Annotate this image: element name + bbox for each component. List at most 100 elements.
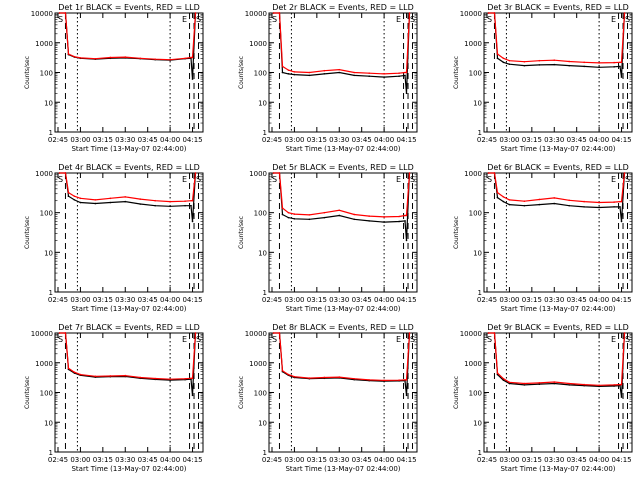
- x-tick-label: 04:15: [182, 296, 202, 304]
- series-events: [59, 12, 197, 80]
- data-point: [368, 215, 370, 217]
- x-axis-label: Start Time (13-May-07 02:44:00): [285, 465, 400, 473]
- y-tick-label: 1000: [249, 360, 267, 368]
- data-point: [623, 172, 626, 174]
- data-point: [493, 172, 496, 174]
- data-point: [383, 379, 385, 382]
- marker-S: S: [625, 175, 630, 184]
- data-point: [620, 61, 623, 64]
- x-tick-label: 04:00: [160, 456, 180, 464]
- series-events: [273, 172, 411, 241]
- y-tick-label: 10000: [31, 330, 53, 338]
- marker-E: E: [611, 15, 616, 24]
- series-lld: [59, 332, 197, 380]
- x-tick-label: 04:15: [182, 456, 202, 464]
- data-point: [368, 220, 370, 222]
- data-point: [272, 332, 275, 334]
- y-tick-label: 10000: [245, 10, 267, 18]
- data-point: [323, 216, 326, 219]
- panel-6: Det 6r BLACK = Events, RED = LLD 1 10 100 10…: [453, 163, 633, 313]
- series-events: [488, 332, 626, 398]
- data-point: [523, 60, 526, 63]
- x-tick-label: 03:45: [352, 456, 372, 464]
- data-point: [169, 58, 171, 61]
- data-point: [73, 195, 76, 198]
- x-axis-label: Start Time (13-May-07 02:44:00): [500, 305, 615, 313]
- data-point: [190, 204, 192, 207]
- marker-E: E: [182, 335, 187, 344]
- y-tick-label: 10: [44, 99, 53, 107]
- data-point: [353, 213, 356, 216]
- data-point: [368, 379, 370, 381]
- data-point: [508, 381, 511, 384]
- data-point: [308, 71, 311, 74]
- y-tick-label: 10: [44, 419, 53, 427]
- data-point: [598, 385, 600, 388]
- x-tick-label: 03:30: [115, 456, 135, 464]
- data-point: [598, 62, 600, 64]
- data-point: [79, 197, 82, 200]
- data-point: [272, 12, 275, 14]
- data-point: [538, 203, 541, 206]
- data-point: [487, 332, 490, 334]
- data-point: [568, 64, 571, 67]
- data-point: [308, 74, 311, 77]
- data-point: [287, 73, 290, 75]
- data-point: [523, 64, 526, 67]
- y-tick-label: 100: [254, 210, 267, 218]
- x-tick-label: 03:00: [499, 296, 519, 304]
- data-point: [598, 201, 600, 204]
- panel-5: Det 5r BLACK = Events, RED = LLD 1 10 100 10…: [238, 163, 418, 313]
- data-point: [404, 214, 406, 217]
- panel-title: Det 9r BLACK = Events, RED = LLD: [487, 323, 629, 332]
- data-point: [383, 221, 385, 223]
- data-point: [109, 56, 112, 59]
- data-point: [405, 394, 408, 397]
- data-point: [502, 61, 505, 64]
- series-lld: [488, 172, 626, 204]
- x-tick-label: 03:30: [544, 456, 564, 464]
- y-tick-label: 1000: [35, 40, 53, 48]
- x-axis-label: Start Time (13-May-07 02:44:00): [71, 145, 186, 153]
- data-point: [496, 53, 499, 55]
- data-point: [619, 61, 621, 64]
- data-point: [194, 332, 197, 334]
- x-tick-label: 02:45: [477, 136, 497, 144]
- data-point: [281, 65, 284, 68]
- data-point: [496, 191, 499, 194]
- data-point: [502, 379, 505, 381]
- data-point: [398, 379, 400, 381]
- data-point: [191, 377, 194, 380]
- x-tick-label: 04:00: [589, 136, 609, 144]
- panel-2: Det 2r BLACK = Events, RED = LLD 1 10 100 10…: [238, 3, 418, 153]
- panel-1: Det 1r BLACK = Events, RED = LLD 1 10 100 10…: [24, 3, 204, 153]
- data-point: [94, 202, 97, 205]
- marker-S: S: [487, 335, 492, 344]
- data-point: [404, 74, 406, 77]
- x-tick-label: 03:15: [93, 296, 113, 304]
- x-tick-label: 03:30: [329, 296, 349, 304]
- y-tick-label: 1: [263, 449, 267, 457]
- y-tick-label: 1: [478, 129, 482, 137]
- x-tick-label: 04:15: [182, 136, 202, 144]
- data-point: [496, 196, 499, 199]
- y-tick-label: 10000: [460, 330, 482, 338]
- x-tick-label: 03:45: [138, 136, 158, 144]
- data-point: [408, 172, 411, 174]
- x-axis-label: Start Time (13-May-07 02:44:00): [285, 145, 400, 153]
- data-point: [598, 384, 600, 387]
- x-tick-label: 04:15: [396, 456, 416, 464]
- data-point: [353, 377, 356, 380]
- x-tick-label: 03:30: [544, 296, 564, 304]
- data-point: [58, 172, 61, 174]
- x-axis-label: Start Time (13-May-07 02:44:00): [285, 305, 400, 313]
- data-point: [523, 384, 526, 386]
- marker-S: S: [625, 335, 630, 344]
- marker-E: E: [611, 175, 616, 184]
- data-point: [620, 383, 623, 386]
- data-point: [383, 73, 385, 75]
- x-tick-label: 02:45: [262, 136, 282, 144]
- y-tick-label: 1: [478, 449, 482, 457]
- data-point: [538, 64, 541, 66]
- data-point: [619, 206, 621, 208]
